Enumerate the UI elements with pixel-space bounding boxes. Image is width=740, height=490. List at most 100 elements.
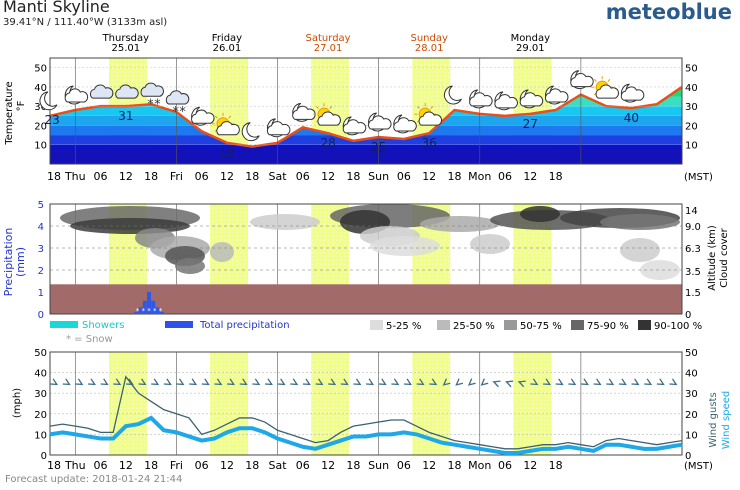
cloud-swatch — [504, 320, 517, 330]
cloud-cover-patch — [620, 238, 660, 262]
wind-direction-arrow — [353, 378, 362, 386]
day-date: 28.01 — [415, 43, 444, 54]
wind-direction-arrow — [644, 378, 653, 386]
svg-text:*: * — [154, 97, 161, 112]
moon-cloud-icon — [494, 91, 518, 111]
time-label: 18 — [549, 459, 563, 472]
y-tick-label: 4 — [38, 222, 44, 233]
moon-cloud-icon — [393, 114, 417, 134]
y-tick-label: 50 — [685, 348, 698, 359]
moon-cloud-icon — [64, 85, 89, 105]
time-label: 06 — [296, 459, 310, 472]
temperature-label: 28 — [320, 136, 335, 150]
time-label: 12 — [119, 459, 133, 472]
right-tick-label: 14 — [685, 206, 698, 217]
time-label: 18 — [447, 170, 461, 183]
y-tick-label: 0 — [41, 451, 47, 462]
precipitation-bar — [155, 307, 160, 314]
time-label: 18 — [245, 170, 259, 183]
y-axis-unit: °F — [16, 100, 27, 111]
cloud-cover-patch — [600, 214, 680, 230]
moon-cloud-icon — [519, 89, 544, 109]
time-label: 12 — [220, 459, 234, 472]
time-label: 12 — [422, 459, 436, 472]
time-label: 18 — [47, 170, 61, 183]
temperature-label: 40 — [624, 111, 639, 125]
y-tick-label: 30 — [34, 389, 47, 400]
wind-direction-arrow — [391, 378, 400, 386]
page-title: Manti Skyline — [3, 0, 110, 16]
wind-direction-arrow — [517, 380, 526, 388]
wind-direction-arrow — [252, 378, 261, 386]
time-label: Sun — [368, 459, 389, 472]
y-axis-label: Temperature — [4, 81, 15, 145]
cloud-cover-patch — [210, 242, 234, 262]
cloud-swatch — [571, 320, 584, 330]
wind-direction-arrow — [455, 378, 464, 386]
cloud-cover-patch — [370, 236, 440, 256]
wind-direction-arrow — [100, 378, 109, 386]
cloud-legend: 5-25 % — [386, 321, 421, 332]
moon-icon — [443, 85, 462, 105]
wind-direction-arrow — [87, 378, 96, 386]
wind-direction-arrow — [568, 378, 577, 386]
wind-direction-arrow — [163, 378, 172, 386]
wind-direction-arrow — [113, 378, 122, 386]
time-label: 18 — [549, 170, 563, 183]
wind-direction-arrow — [593, 378, 602, 386]
time-label: 18 — [346, 459, 360, 472]
temperature-band — [50, 115, 682, 126]
temperature-label: 36 — [422, 136, 437, 150]
right-axis-label: Altitude (km) — [707, 225, 718, 291]
snow-marker: * * * * * — [136, 307, 163, 315]
cloud-legend: 75-90 % — [587, 321, 629, 332]
y-tick-label: 30 — [685, 102, 698, 113]
svg-text:*: * — [179, 105, 186, 120]
showers-swatch — [50, 321, 78, 328]
wind-direction-arrow — [227, 378, 236, 386]
time-label: 12 — [321, 170, 335, 183]
day-date: 26.01 — [213, 43, 242, 54]
wind-direction-arrow — [669, 378, 678, 386]
y-axis-label: (mph) — [12, 388, 23, 418]
time-unit: (MST) — [684, 461, 713, 472]
time-label: Fri — [170, 459, 183, 472]
y-tick-label: 0 — [685, 451, 691, 462]
wind-direction-arrow — [328, 378, 337, 386]
wind-direction-arrow — [378, 378, 387, 386]
time-label: Mon — [468, 170, 491, 183]
time-label: Sat — [268, 459, 287, 472]
snow-legend: * = Snow — [66, 334, 113, 345]
cloud-cover-patch — [250, 214, 320, 230]
forecast-update: Forecast update: 2018-01-24 21:44 — [5, 474, 183, 485]
temperature-label: 23 — [44, 113, 59, 127]
y-tick-label: 40 — [34, 83, 47, 94]
daylight-hatch — [513, 352, 552, 455]
day-name: Monday — [511, 33, 551, 44]
wind-direction-arrow — [201, 378, 210, 386]
cloud-cover-patch — [640, 260, 680, 280]
wind-gusts-line — [49, 375, 683, 450]
wind-direction-arrow — [340, 378, 349, 386]
y-tick-label: 10 — [685, 430, 698, 441]
right-tick-label: 3.5 — [685, 267, 701, 278]
wind-direction-arrow — [125, 378, 134, 386]
cloud-legend: 25-50 % — [453, 321, 495, 332]
wind-direction-arrow — [366, 378, 375, 386]
y-tick-label: 10 — [34, 430, 47, 441]
y-tick-label: 40 — [685, 83, 698, 94]
snow-cloud-icon: * * — [165, 90, 190, 120]
time-label: 18 — [447, 459, 461, 472]
wind-direction-arrow — [656, 378, 665, 386]
y-tick-label: 1 — [38, 288, 44, 299]
time-label: 06 — [498, 170, 512, 183]
time-label: Sat — [268, 170, 287, 183]
total-legend: Total precipitation — [199, 320, 290, 331]
moon-cloud-icon — [342, 116, 367, 136]
time-label: 12 — [523, 170, 537, 183]
temperature-line — [49, 85, 683, 148]
moon-cloud-icon — [545, 85, 569, 105]
wind-direction-arrow — [429, 378, 438, 386]
wind-direction-arrow — [555, 378, 564, 386]
wind-direction-arrow — [631, 378, 640, 386]
